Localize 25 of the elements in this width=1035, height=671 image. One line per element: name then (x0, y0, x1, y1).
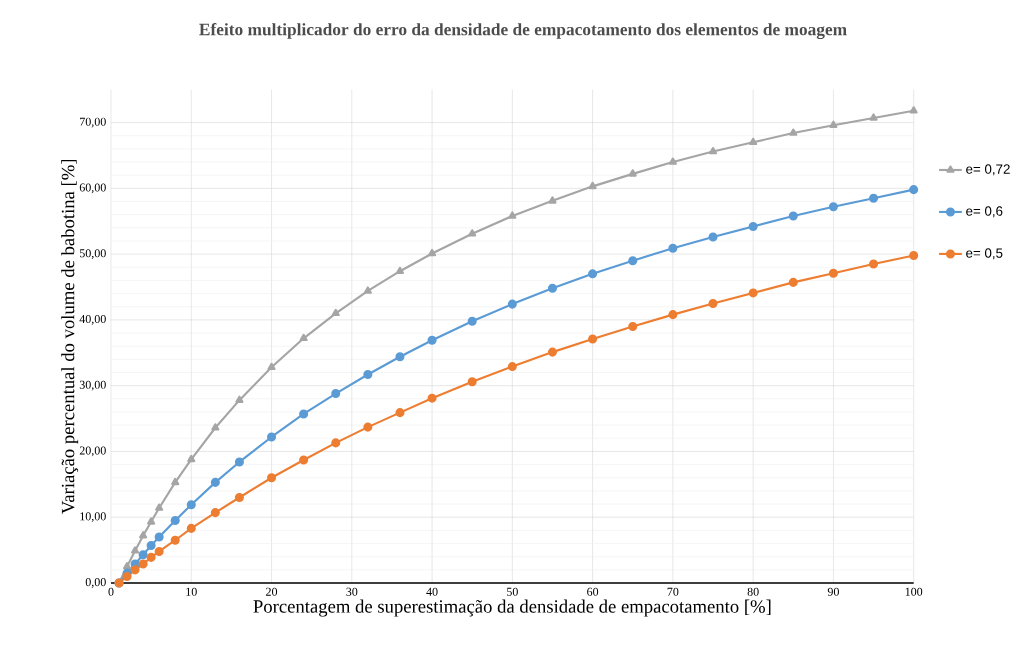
x-tick-label: 40 (426, 587, 438, 596)
y-axis-title: Variação percentual do volume de babotina [%] (61, 159, 79, 514)
y-tick-label: 0,00 (85, 578, 106, 588)
chart-title: Efeito multiplicador do erro da densidade de empacotamento dos elementos de moagem (199, 22, 847, 40)
x-tick-label: 30 (346, 587, 358, 596)
x-tick-label: 60 (587, 587, 599, 596)
x-tick-label: 10 (186, 587, 197, 596)
legend-label: e= 0,6 (966, 206, 1003, 218)
legend-label: e= 0,72 (966, 164, 1010, 176)
x-tick-label: 70 (667, 587, 679, 596)
y-tick-label: 70,00 (80, 117, 106, 128)
y-tick-label: 50,00 (79, 249, 106, 260)
y-tick-label: 40,00 (79, 314, 106, 325)
x-tick-label: 0 (108, 587, 114, 596)
y-tick-label: 30,00 (79, 380, 106, 391)
x-axis-title: Porcentagem de superestimação da densidade de empacotamento [%] (253, 599, 771, 617)
y-tick-label: 10,00 (80, 512, 106, 523)
x-tick-label: 100 (905, 587, 923, 596)
y-tick-label: 20,00 (79, 446, 106, 457)
x-tick-label: 20 (266, 587, 278, 596)
legend-label: e= 0,5 (966, 248, 1003, 260)
x-tick-label: 50 (507, 587, 518, 596)
x-tick-label: 90 (827, 587, 839, 596)
y-tick-label: 60,00 (79, 183, 106, 194)
x-tick-label: 80 (747, 587, 759, 596)
